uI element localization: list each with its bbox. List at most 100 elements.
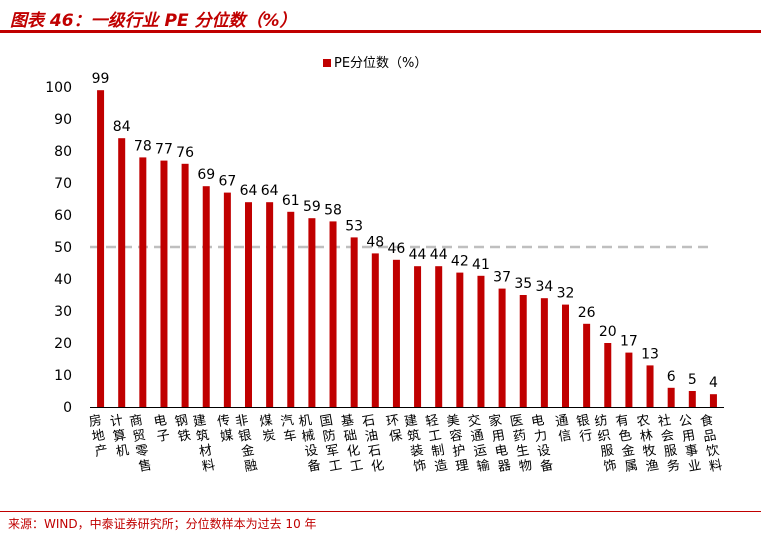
svg-text:家: 家 <box>488 412 504 430</box>
bar <box>392 259 400 407</box>
svg-text:媒: 媒 <box>219 428 234 445</box>
bar <box>371 253 379 407</box>
data-label: 42 <box>451 254 469 270</box>
bar <box>308 218 316 407</box>
bar <box>583 323 591 407</box>
x-tick-label: 煤炭 <box>258 413 276 445</box>
svg-text:运: 运 <box>473 443 488 460</box>
bar <box>456 272 464 407</box>
svg-text:服: 服 <box>599 443 614 460</box>
svg-text:车: 车 <box>282 427 298 445</box>
data-label: 61 <box>282 193 300 209</box>
bar <box>202 186 210 407</box>
svg-text:通: 通 <box>470 428 485 445</box>
data-label: 48 <box>366 234 384 250</box>
svg-text:军: 军 <box>325 443 340 460</box>
data-label: 17 <box>620 334 638 350</box>
svg-text:非: 非 <box>234 413 249 430</box>
x-tick-label: 环保 <box>385 413 403 445</box>
figure-title: 图表 46：一级行业 PE 分位数（%） <box>10 11 297 31</box>
svg-text:美: 美 <box>446 413 461 430</box>
bar <box>688 391 696 407</box>
svg-text:材: 材 <box>198 443 213 460</box>
svg-text:会: 会 <box>660 428 675 445</box>
svg-text:农: 农 <box>636 413 651 430</box>
svg-text:工: 工 <box>349 458 364 475</box>
y-tick-label: 40 <box>54 272 72 288</box>
svg-text:融: 融 <box>243 458 258 475</box>
svg-text:料: 料 <box>201 458 216 475</box>
x-tick-label: 传媒 <box>216 413 234 445</box>
bar <box>329 221 337 407</box>
title-rule <box>0 30 761 33</box>
svg-text:零: 零 <box>135 443 150 460</box>
svg-text:化: 化 <box>346 443 361 460</box>
svg-text:炭: 炭 <box>261 428 276 445</box>
svg-text:交: 交 <box>466 412 482 430</box>
bar <box>519 295 527 407</box>
svg-text:石: 石 <box>361 413 376 430</box>
data-label: 20 <box>599 324 617 340</box>
svg-text:务: 务 <box>666 457 682 475</box>
svg-text:房: 房 <box>88 412 104 430</box>
y-tick-label: 20 <box>54 336 72 352</box>
data-label: 44 <box>409 247 427 263</box>
data-label: 26 <box>578 305 596 321</box>
x-tick-label: 银行 <box>575 413 593 445</box>
svg-text:电: 电 <box>530 413 545 430</box>
svg-text:行: 行 <box>578 428 593 445</box>
bar <box>181 163 189 407</box>
y-tick-label: 70 <box>54 176 72 192</box>
data-label: 13 <box>641 346 659 362</box>
svg-text:建: 建 <box>403 413 418 430</box>
svg-text:电: 电 <box>153 413 168 430</box>
svg-text:设: 设 <box>304 443 319 460</box>
x-tick-label: 汽车 <box>279 413 297 445</box>
bar <box>139 157 147 407</box>
axis-layer: 0102030405060708090100房地产计算机商贸零售电子钢铁建筑材料… <box>45 80 724 475</box>
svg-text:贸: 贸 <box>132 428 147 445</box>
data-label: 6 <box>667 369 676 385</box>
source-note: 来源：WIND，中泰证券研究所；分位数样本为过去 10 年 <box>8 517 317 531</box>
svg-text:轻: 轻 <box>424 413 439 430</box>
svg-text:有: 有 <box>615 413 630 430</box>
data-label: 53 <box>345 218 363 234</box>
data-label: 77 <box>155 142 173 158</box>
svg-text:机: 机 <box>298 413 313 430</box>
svg-text:银: 银 <box>237 428 252 445</box>
x-tick-label: 电子 <box>153 413 171 445</box>
bar <box>667 387 675 407</box>
y-tick-label: 80 <box>54 144 72 160</box>
bar <box>160 160 168 407</box>
svg-text:国: 国 <box>319 413 334 430</box>
bar <box>604 343 612 407</box>
data-label: 58 <box>324 202 342 218</box>
svg-text:物: 物 <box>518 458 533 475</box>
data-label: 32 <box>557 286 575 302</box>
source-rule <box>0 511 761 512</box>
bar <box>287 211 295 407</box>
y-tick-label: 0 <box>63 400 72 416</box>
svg-text:饮: 饮 <box>705 443 720 460</box>
svg-text:筑: 筑 <box>195 427 211 445</box>
svg-text:药: 药 <box>512 428 527 445</box>
svg-text:环: 环 <box>385 413 400 430</box>
svg-text:生: 生 <box>515 443 530 460</box>
svg-text:工: 工 <box>427 428 442 445</box>
svg-text:力: 力 <box>533 428 548 445</box>
svg-text:器: 器 <box>497 458 512 475</box>
svg-text:业: 业 <box>687 458 702 475</box>
data-label: 69 <box>197 167 215 183</box>
y-tick-label: 60 <box>54 208 72 224</box>
svg-text:防: 防 <box>322 427 338 445</box>
